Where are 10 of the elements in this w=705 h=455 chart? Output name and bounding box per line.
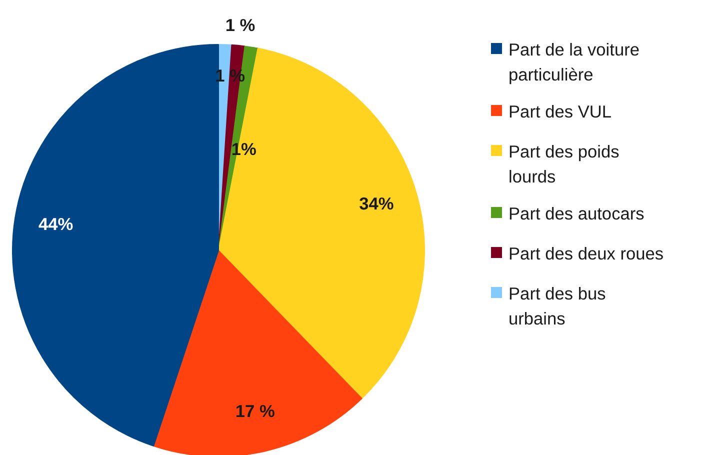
legend-label: Part des deux roues (508, 244, 664, 264)
legend-label: Part des autocars (508, 204, 645, 224)
legend-label: Part de la voiture particulière (508, 40, 640, 84)
data-label: 44% (38, 214, 74, 234)
data-label: 17 % (235, 401, 275, 422)
legend-label: Part des VUL (508, 102, 612, 122)
data-label: 34% (359, 194, 394, 214)
legend-label: Part des bus urbains (508, 284, 606, 328)
legend-label: Part des poids lourds (508, 142, 620, 186)
data-label: 1 % (225, 14, 256, 35)
